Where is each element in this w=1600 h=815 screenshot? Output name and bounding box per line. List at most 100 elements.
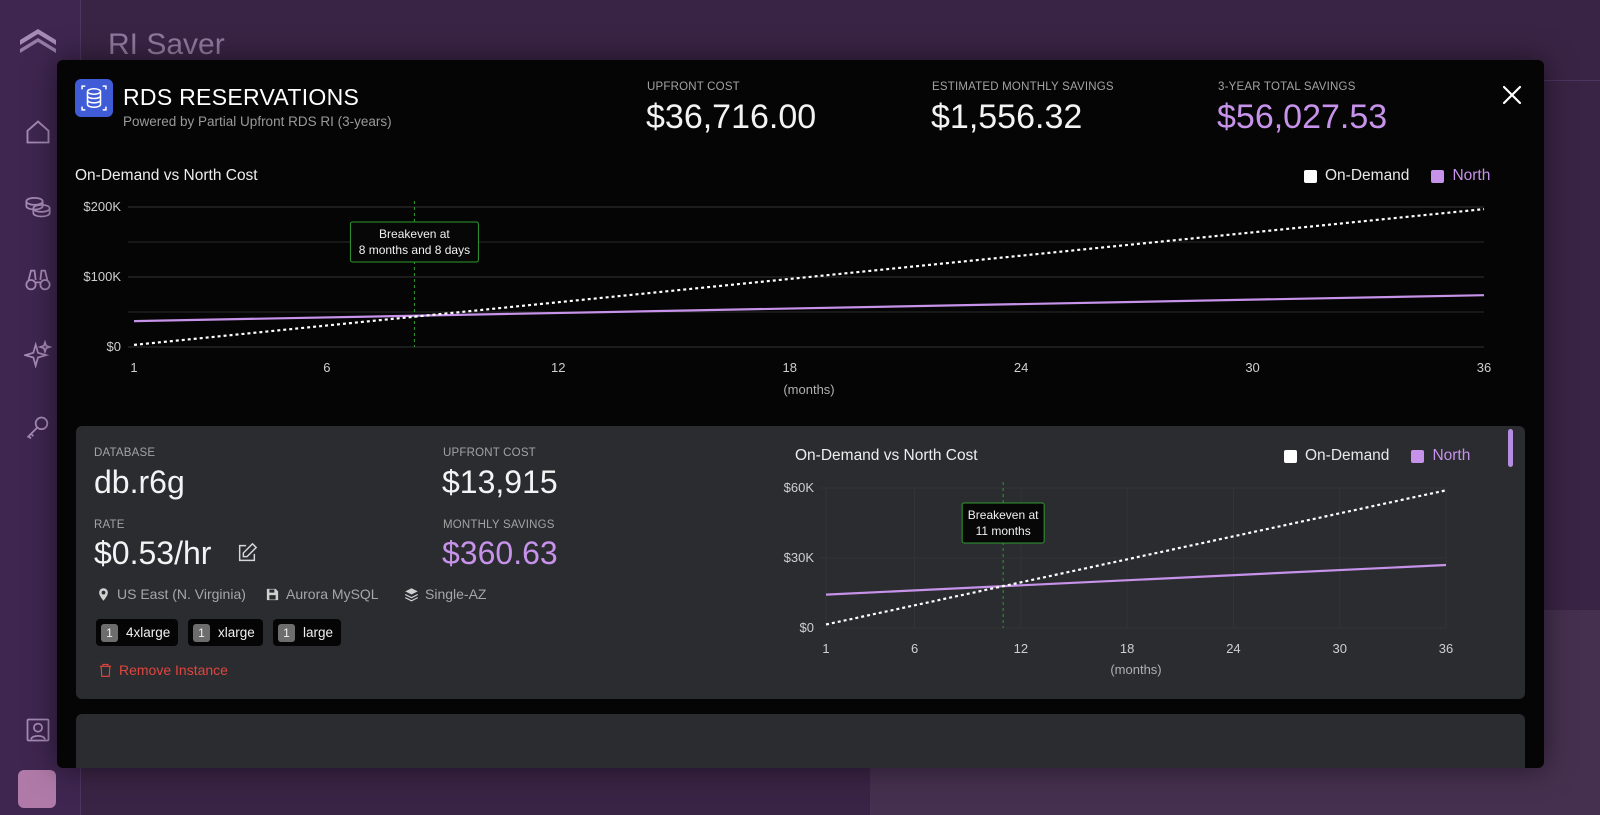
region-meta: US East (N. Virginia): [96, 586, 246, 602]
card-chart: $0 $30K $60K 1 6 12 18 24 30 36 (months) Breakeven …: [784, 480, 1454, 677]
app-title: RI Saver: [108, 28, 225, 61]
legend-label-north: North: [1452, 167, 1491, 184]
close-button[interactable]: [1497, 80, 1527, 110]
y-tick-label: $200K: [83, 199, 121, 214]
sparkle-icon[interactable]: [21, 339, 53, 369]
x-tick-label: 24: [1014, 360, 1028, 375]
engine-text: Aurora MySQL: [286, 586, 379, 602]
database-value: db.r6g: [94, 464, 185, 500]
rate-value: $0.53/hr: [94, 535, 212, 571]
rds-reservations-modal: RDS RESERVATIONS Powered by Partial Upfr…: [57, 60, 1544, 768]
series-line-on-demand: [825, 489, 1447, 626]
main-chart-legend: On-Demand North: [1282, 167, 1490, 185]
x-tick-label: 1: [822, 641, 829, 656]
card-chart-title: On-Demand vs North Cost: [795, 447, 978, 464]
legend-label-north: North: [1432, 447, 1471, 464]
breakeven-label-box: [349, 221, 479, 263]
y-tick-label: $0: [107, 339, 121, 354]
close-icon[interactable]: [1497, 80, 1527, 110]
deployment-meta: Single-AZ: [404, 586, 486, 602]
modal-subtitle: Powered by Partial Upfront RDS RI (3-yea…: [123, 114, 392, 129]
x-tick-label: 12: [551, 360, 565, 375]
trash-icon: [99, 663, 112, 677]
deployment-text: Single-AZ: [425, 586, 487, 602]
main-chart-title: On-Demand vs North Cost: [75, 167, 258, 184]
monthly-savings-card-label: MONTHLY SAVINGS: [443, 519, 555, 531]
series-line-on-demand: [133, 208, 1485, 346]
legend-on-demand[interactable]: On-Demand: [1304, 167, 1409, 185]
card-scrollbar[interactable]: [1508, 429, 1513, 467]
home-icon[interactable]: [24, 118, 52, 146]
x-tick-label: 12: [1014, 641, 1028, 656]
x-axis-label: (months): [1110, 662, 1161, 677]
upfront-cost-label: UPFRONT COST: [647, 81, 740, 93]
series-line-north: [825, 563, 1447, 596]
breakeven-label-line1: Breakeven at: [968, 508, 1039, 522]
save-disk-icon: [266, 588, 279, 600]
size-count: 1: [278, 623, 295, 642]
location-pin-icon: [99, 587, 108, 601]
monthly-savings-label: ESTIMATED MONTHLY SAVINGS: [932, 81, 1114, 93]
size-name: 4xlarge: [126, 625, 171, 640]
total-savings-value: $56,027.53: [1217, 98, 1388, 136]
size-tag-xlarge[interactable]: 1 xlarge: [188, 619, 263, 646]
next-instance-card: [76, 714, 1525, 768]
x-tick-label: 30: [1332, 641, 1346, 656]
monthly-savings-value: $1,556.32: [931, 98, 1083, 136]
legend-swatch-on-demand: [1284, 449, 1297, 463]
total-savings-label: 3-YEAR TOTAL SAVINGS: [1218, 81, 1356, 93]
engine-meta: Aurora MySQL: [265, 586, 379, 602]
binoculars-icon[interactable]: [24, 266, 52, 294]
size-count: 1: [193, 623, 210, 642]
x-tick-label: 6: [911, 641, 918, 656]
rate-label: RATE: [94, 519, 125, 531]
x-axis-label: (months): [783, 382, 834, 397]
card-chart-legend: On-Demand North: [1262, 447, 1470, 465]
instance-card: DATABASE db.r6g UPFRONT COST $13,915 RAT…: [76, 426, 1525, 699]
size-count: 1: [101, 623, 118, 642]
legend-north[interactable]: North: [1431, 167, 1490, 185]
modal-title: RDS RESERVATIONS: [123, 84, 360, 110]
x-tick-label: 24: [1226, 641, 1240, 656]
y-tick-label: $30K: [784, 550, 815, 565]
legend-label-on-demand: On-Demand: [1305, 447, 1390, 464]
y-tick-label: $100K: [83, 269, 121, 284]
instance-upfront-label: UPFRONT COST: [443, 447, 536, 459]
avatar[interactable]: [18, 770, 56, 808]
coins-icon[interactable]: [24, 192, 52, 220]
instance-upfront-value: $13,915: [442, 464, 558, 500]
edit-icon[interactable]: [236, 542, 258, 564]
x-tick-label: 30: [1245, 360, 1259, 375]
logo-icon[interactable]: [18, 24, 58, 54]
remove-instance-button[interactable]: Remove Instance: [98, 662, 228, 678]
remove-instance-label: Remove Instance: [119, 662, 228, 678]
database-icon: [75, 79, 113, 117]
database-label: DATABASE: [94, 447, 156, 459]
x-tick-label: 1: [130, 360, 137, 375]
layers-icon: [404, 587, 419, 601]
size-name: xlarge: [218, 625, 255, 640]
size-tag-4xlarge[interactable]: 1 4xlarge: [96, 619, 179, 646]
main-chart: $0 $100K $200K 1 6 12 18 24 30 36 (months) Breakeve…: [83, 199, 1491, 397]
series-line-north: [133, 294, 1485, 323]
profile-icon[interactable]: [24, 716, 52, 744]
x-tick-label: 36: [1477, 360, 1491, 375]
legend-swatch-north: [1431, 169, 1445, 183]
legend-swatch-on-demand: [1304, 169, 1317, 183]
breakeven-label-box: [961, 502, 1045, 544]
y-tick-label: $0: [800, 620, 814, 635]
legend-on-demand[interactable]: On-Demand: [1284, 447, 1389, 465]
y-tick-label: $60K: [784, 480, 815, 495]
breakeven-label-line2: 11 months: [976, 524, 1031, 538]
key-icon[interactable]: [24, 414, 52, 442]
x-tick-label: 18: [782, 360, 796, 375]
legend-swatch-north: [1411, 449, 1425, 463]
x-tick-label: 6: [323, 360, 330, 375]
monthly-savings-card-value: $360.63: [442, 535, 558, 571]
legend-north[interactable]: North: [1411, 447, 1470, 465]
x-tick-label: 36: [1439, 641, 1453, 656]
breakeven-label-line2: 8 months and 8 days: [359, 243, 470, 257]
legend-label-on-demand: On-Demand: [1325, 167, 1410, 184]
breakeven-label-line1: Breakeven at: [379, 227, 450, 241]
size-tag-large[interactable]: 1 large: [273, 619, 342, 646]
